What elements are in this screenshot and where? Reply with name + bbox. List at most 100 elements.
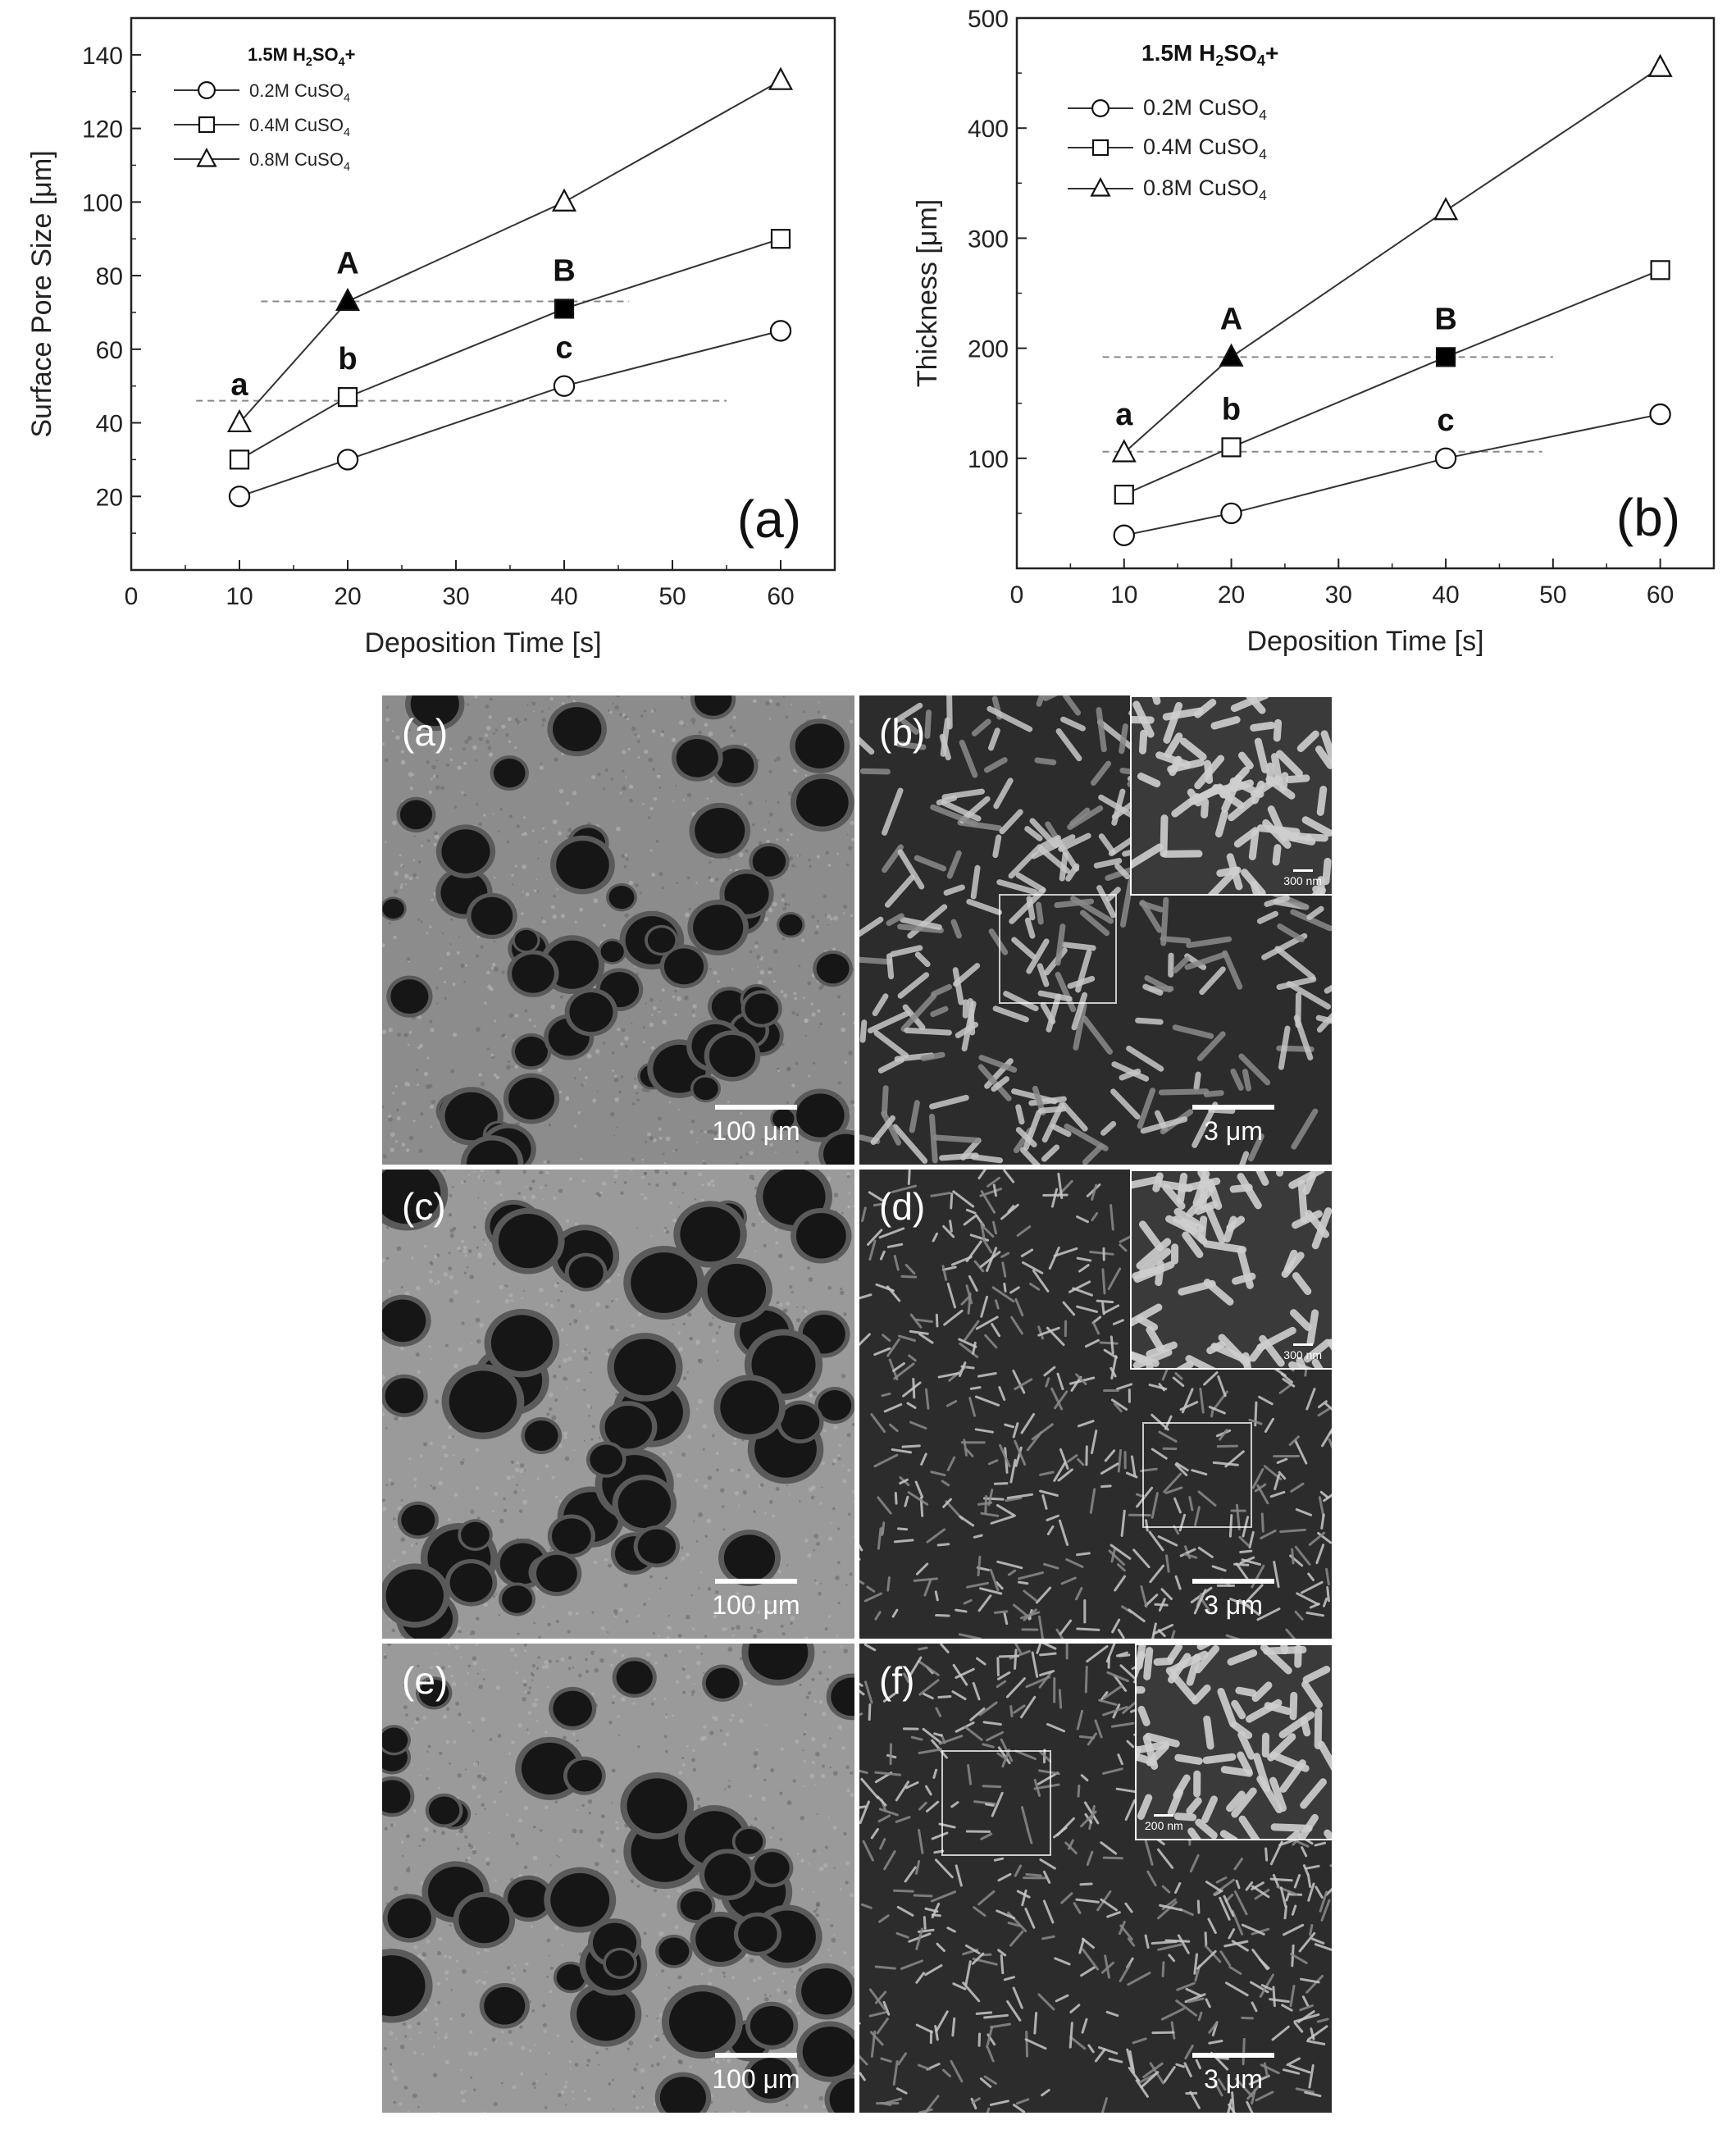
series-line: [239, 330, 781, 498]
data-point-marker: [1435, 347, 1456, 367]
scale-bar-label: 100 μm: [712, 1116, 800, 1146]
data-point-marker: [198, 80, 216, 99]
y-axis-label: Surface Pore Size [μm]: [26, 150, 57, 437]
scale-bar-label: 3 μm: [1204, 1590, 1263, 1620]
data-point-marker: [228, 486, 251, 508]
scale-bar: 100 μm: [690, 1105, 822, 1147]
micrograph-label: (f): [879, 1659, 915, 1702]
point-label: c: [1438, 404, 1455, 438]
scale-bar-label: 3 μm: [1204, 2064, 1263, 2094]
scale-bar-label: 100 μm: [712, 1590, 800, 1620]
inset-region-marker: [941, 1750, 1051, 1856]
x-tick-label: 60: [767, 583, 794, 610]
inset-scale-label: 300 nm: [1283, 1348, 1322, 1361]
inset-image: [1137, 1645, 1332, 1839]
series-line: [1123, 66, 1661, 454]
legend-title: 1.5M H2​SO4​+: [1141, 40, 1278, 69]
series-line: [1123, 269, 1661, 496]
chart-panel: 0 10 20 30 40 50 60 20 40 60 80 100 120 140 Deposition…: [26, 16, 836, 659]
sem-image: [382, 1170, 854, 1639]
x-tick-label: 10: [1110, 581, 1137, 609]
legend-entry: 0.8M CuSO4​: [249, 149, 350, 174]
x-tick-label: 30: [1325, 581, 1352, 609]
micrograph-tile: (a) 100 μm: [382, 695, 854, 1165]
data-point-marker: [1219, 343, 1244, 367]
y-axis-label: Thickness [μm]: [912, 199, 943, 387]
y-tick-label: 140: [82, 43, 123, 70]
highlight-label: B: [1434, 302, 1456, 336]
x-tick-label: 50: [658, 583, 686, 610]
data-point-marker: [229, 449, 250, 470]
y-tick-label: 200: [968, 336, 1009, 363]
legend-entry: 0.2M CuSO4​: [1143, 95, 1267, 123]
scale-bar: 100 μm: [690, 1579, 822, 1621]
data-point-marker: [551, 188, 577, 212]
magnified-inset: 300 nm: [1130, 1170, 1332, 1370]
inset-image: [1132, 1171, 1332, 1368]
series-line: [239, 80, 781, 424]
y-tick-label: 80: [96, 263, 123, 290]
data-point-marker: [1433, 197, 1459, 221]
y-tick-label: 120: [82, 116, 123, 144]
y-tick-label: 300: [968, 226, 1009, 253]
inset-region-marker: [1142, 1422, 1252, 1528]
data-point-marker: [335, 287, 361, 311]
micrograph-label: (d): [879, 1185, 926, 1228]
scale-bar-label: 100 μm: [712, 2064, 800, 2094]
inset-scale-bar: 300 nm: [1283, 869, 1322, 887]
x-tick-label: 40: [1432, 581, 1459, 609]
point-label: a: [1115, 398, 1133, 432]
micrograph-tile: 200 nm (f) 3 μm: [859, 1644, 1332, 2113]
data-point-marker: [768, 66, 794, 90]
y-tick-label: 500: [968, 6, 1009, 33]
x-tick-label: 40: [550, 583, 577, 610]
data-point-marker: [554, 299, 575, 319]
x-axis-label: Deposition Time [s]: [364, 627, 601, 659]
data-point-marker: [1114, 484, 1134, 505]
data-point-marker: [1649, 403, 1671, 426]
x-tick-label: 0: [1010, 581, 1024, 609]
x-tick-label: 20: [1218, 581, 1245, 609]
legend-entry: 0.4M CuSO4​: [249, 115, 350, 139]
sem-image: [382, 695, 854, 1165]
micrograph-label: (a): [402, 711, 449, 754]
micrograph-label: (c): [402, 1185, 446, 1228]
micrograph-tile: 300 nm (d) 3 μm: [859, 1170, 1332, 1639]
data-point-marker: [337, 387, 358, 408]
inset-region-marker: [999, 894, 1117, 1004]
y-tick-label: 20: [96, 484, 123, 511]
highlight-label: A: [1220, 302, 1242, 336]
micrograph-label: (b): [879, 711, 926, 754]
chart-panel: 0 10 20 30 40 50 60 100 200 300 400 500 Deposition T…: [912, 6, 1715, 657]
series-line: [239, 238, 781, 461]
data-point-marker: [1220, 502, 1242, 525]
x-tick-label: 20: [334, 583, 361, 610]
data-point-marker: [1113, 524, 1135, 546]
micrograph-label: (e): [402, 1659, 449, 1702]
y-tick-label: 40: [96, 411, 123, 438]
highlight-label: A: [336, 246, 358, 280]
x-tick-label: 60: [1647, 581, 1674, 609]
y-tick-label: 60: [96, 337, 123, 364]
data-point-marker: [1090, 176, 1111, 197]
plot-frame: [130, 16, 836, 572]
legend-entry: 0.8M CuSO4​: [1143, 176, 1267, 203]
data-point-marker: [1111, 439, 1137, 463]
x-tick-label: 30: [442, 583, 469, 610]
data-point-marker: [553, 375, 576, 397]
scale-bar: 3 μm: [1168, 1105, 1299, 1147]
scale-bar: 3 μm: [1168, 1579, 1299, 1621]
data-point-marker: [226, 408, 253, 433]
sem-image: [859, 695, 1332, 1165]
series-line: [1123, 413, 1661, 536]
inset-scale-label: 200 nm: [1145, 1819, 1183, 1832]
point-label: a: [230, 368, 248, 403]
sem-image: [382, 1644, 854, 2113]
micrograph-tile: 300 nm (b) 3 μm: [859, 695, 1332, 1165]
data-point-marker: [1647, 53, 1673, 77]
legend-title: 1.5M H2​SO4​+: [248, 44, 355, 69]
data-point-marker: [770, 229, 791, 249]
line-charts-area: 0 10 20 30 40 50 60 20 40 60 80 100 120 140 Deposition…: [26, 6, 1715, 659]
data-point-marker: [196, 147, 217, 167]
y-tick-label: 100: [968, 446, 1009, 473]
